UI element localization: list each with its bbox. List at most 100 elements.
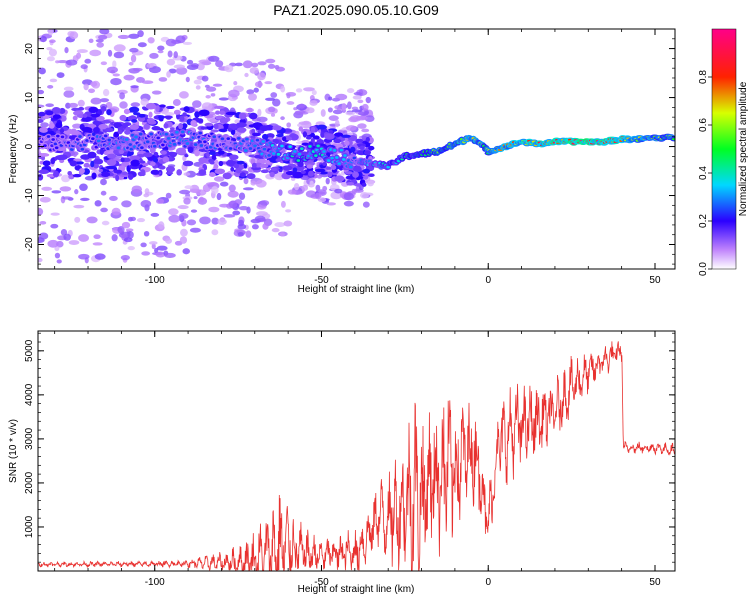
- spectral-blob: [327, 171, 333, 178]
- spectral-noise-blob: [189, 227, 201, 233]
- spectral-ridge-core: [243, 149, 248, 152]
- spectral-blob: [211, 154, 217, 161]
- spectral-noise-blob: [186, 59, 194, 65]
- spectral-noise-blob: [89, 49, 102, 57]
- spectral-blob: [305, 135, 312, 140]
- spectral-blob: [78, 106, 85, 111]
- spectral-blob: [107, 153, 117, 159]
- spectral-blob: [90, 160, 95, 168]
- spectral-blob: [113, 169, 123, 174]
- spectral-noise-blob: [249, 67, 259, 74]
- spectral-noise-blob: [96, 42, 104, 48]
- spectral-noise-blob: [164, 252, 176, 258]
- colorbar-tick-label: 0.2: [698, 214, 709, 228]
- spectral-blob: [230, 166, 235, 172]
- spectral-noise-blob: [309, 100, 318, 106]
- spectral-ridge-core: [43, 144, 47, 148]
- spectral-noise-blob: [353, 91, 363, 96]
- spectral-noise-blob: [61, 174, 71, 183]
- spectral-noise-blob: [55, 60, 60, 64]
- spectral-ridge-core: [335, 156, 339, 159]
- spectral-noise-blob: [246, 89, 255, 95]
- spectral-blob: [239, 172, 246, 178]
- spectral-noise-blob: [168, 208, 179, 216]
- spectral-blob: [218, 160, 224, 167]
- spectral-blob: [48, 122, 55, 129]
- spectral-noise-blob: [165, 38, 177, 47]
- spectral-blob: [218, 128, 228, 133]
- spectrogram-y-axis-title: Frequency (Hz): [8, 115, 19, 184]
- spectral-blob: [325, 166, 332, 170]
- spectral-ridge-core: [129, 147, 134, 151]
- spectral-noise-blob: [201, 75, 209, 82]
- spectral-ridge-core: [51, 138, 55, 141]
- spectral-noise-blob: [280, 200, 286, 208]
- spectral-noise-blob: [315, 184, 321, 192]
- spectral-noise-blob: [274, 222, 286, 228]
- spectral-noise-blob: [267, 63, 276, 69]
- spectral-noise-blob: [38, 257, 43, 263]
- y-tick-label: 4000: [24, 383, 35, 406]
- spectral-blob: [194, 149, 200, 157]
- spectral-blob: [312, 135, 320, 140]
- spectral-noise-blob: [254, 215, 266, 222]
- spectral-blob: [142, 152, 153, 158]
- spectral-noise-blob: [279, 232, 285, 237]
- spectrogram-x-axis-title: Height of straight line (km): [298, 284, 415, 295]
- spectral-blob: [150, 169, 160, 175]
- y-tick-label: 3000: [24, 427, 35, 450]
- spectral-blob: [130, 159, 141, 167]
- spectral-noise-blob: [301, 184, 309, 191]
- spectral-noise-blob: [173, 51, 178, 59]
- spectral-noise-blob: [47, 85, 54, 89]
- spectral-blob: [38, 169, 50, 174]
- spectral-noise-blob: [78, 253, 90, 260]
- spectral-noise-blob: [334, 188, 343, 194]
- spectral-noise-blob: [121, 200, 132, 208]
- spectral-ridge-core: [145, 140, 150, 144]
- spectral-noise-blob: [242, 187, 254, 191]
- spectral-noise-blob: [61, 196, 73, 200]
- spectral-ridge-core: [671, 138, 675, 141]
- spectral-blob: [236, 127, 247, 133]
- spectral-blob: [213, 163, 219, 170]
- spectral-blob: [282, 136, 287, 142]
- spectral-noise-blob: [155, 251, 166, 258]
- spectral-ridge-core: [343, 154, 347, 157]
- x-tick-label: -100: [145, 275, 165, 286]
- spectral-noise-blob: [327, 107, 333, 113]
- spectral-noise-blob: [216, 192, 222, 201]
- spectral-noise-blob: [112, 73, 121, 77]
- spectral-noise-blob: [218, 97, 229, 101]
- spectral-ridge-core: [60, 135, 65, 139]
- spectral-ridge-core: [164, 132, 169, 136]
- spectral-noise-blob: [130, 216, 136, 222]
- spectral-noise-blob: [88, 38, 94, 44]
- spectral-blob: [127, 173, 134, 180]
- spectral-noise-blob: [283, 220, 293, 227]
- spectral-blob: [260, 169, 269, 174]
- spectral-noise-blob: [264, 97, 276, 101]
- spectral-blob: [206, 150, 211, 158]
- spectral-blob: [173, 109, 181, 115]
- spectral-noise-blob: [66, 59, 78, 66]
- spectral-noise-blob: [212, 83, 223, 87]
- spectral-blob: [155, 105, 160, 113]
- spectral-blob: [113, 122, 122, 128]
- spectral-noise-blob: [149, 52, 159, 59]
- spectral-blob: [101, 171, 111, 177]
- y-tick-label: 10: [24, 92, 35, 104]
- spectral-ridge-core: [198, 131, 203, 135]
- spectral-blob: [365, 136, 370, 143]
- spectral-blob: [151, 126, 161, 131]
- spectral-blob: [251, 162, 257, 169]
- spectral-noise-blob: [179, 91, 189, 99]
- spectral-noise-blob: [38, 67, 46, 75]
- spectral-blob: [300, 170, 306, 175]
- spectral-noise-blob: [367, 180, 374, 187]
- spectral-noise-blob: [123, 237, 133, 243]
- spectral-noise-blob: [245, 107, 254, 113]
- spectral-blob: [39, 126, 49, 133]
- spectral-blob: [233, 163, 240, 169]
- spectral-ridge-core: [96, 139, 101, 143]
